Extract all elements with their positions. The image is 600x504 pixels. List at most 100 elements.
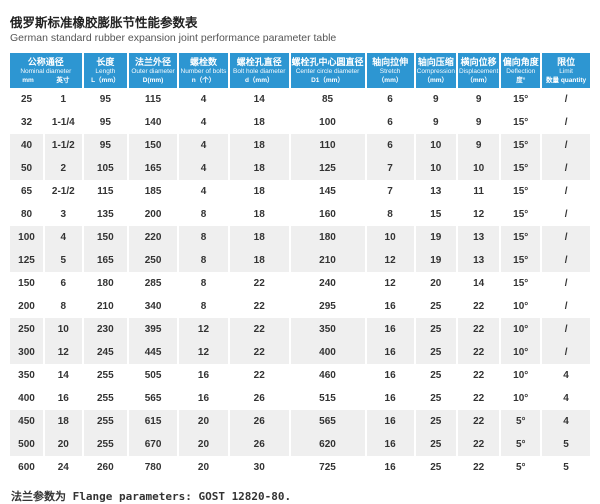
table-cell: 30 — [229, 456, 289, 479]
table-cell: 16 — [366, 433, 414, 456]
table-cell: 615 — [129, 410, 178, 433]
header-label: Bolt hole diameter — [233, 68, 286, 75]
table-row: 350 14 255 505 16 22 460 16 25 22 10° 4 — [10, 364, 590, 387]
table-cell: / — [542, 180, 590, 203]
table-cell: 22 — [457, 341, 500, 364]
table-cell: 110 — [290, 134, 365, 157]
table-cell: 22 — [457, 456, 500, 479]
table-row: 65 2-1/2 115 185 4 18 145 7 13 11 15° / — [10, 180, 590, 203]
table-cell: 20 — [179, 410, 228, 433]
table-cell: 12 — [45, 341, 82, 364]
table-cell: 220 — [129, 226, 178, 249]
table-cell: 18 — [229, 226, 289, 249]
table-cell: 16 — [45, 387, 82, 410]
header-column: 法兰外径 Outer diameter D(mm) — [129, 53, 178, 88]
table-cell: 2 — [45, 157, 82, 180]
table-cell: 150 — [10, 272, 44, 295]
header-nominal-diameter: 公称通径 Nominal diameter mm 英寸 — [10, 53, 82, 88]
table-cell: 210 — [290, 249, 365, 272]
table-cell: 12 — [179, 341, 228, 364]
table-cell: 95 — [83, 134, 128, 157]
table-cell: 210 — [83, 295, 128, 318]
table-cell: 135 — [83, 203, 128, 226]
page-title: 俄罗斯标准橡胶膨胀节性能参数表 — [10, 16, 198, 30]
table-cell: 600 — [10, 456, 44, 479]
table-cell: 16 — [366, 410, 414, 433]
table-header: 公称通径 Nominal diameter mm 英寸 长度 Length L（mm… — [10, 53, 590, 88]
header-label: Number of bolts — [180, 68, 227, 75]
table-cell: 3 — [45, 203, 82, 226]
table-cell: 780 — [129, 456, 178, 479]
table-cell: 16 — [366, 318, 414, 341]
table-cell: 9 — [457, 88, 500, 111]
table-cell: 19 — [415, 226, 456, 249]
header-en-label: Nominal diameter — [20, 68, 72, 75]
table-cell: 6 — [366, 88, 414, 111]
table-cell: 15° — [501, 226, 541, 249]
table-cell: 565 — [129, 387, 178, 410]
header-label: Outer diameter — [131, 68, 175, 75]
header-column: 横向位移 Displacement （mm） — [457, 53, 500, 88]
table-cell: 16 — [179, 364, 228, 387]
table-cell: 460 — [290, 364, 365, 387]
header-label: 偏向角度 — [502, 57, 539, 67]
table-cell: 200 — [129, 203, 178, 226]
header-label: Displacement — [458, 68, 499, 75]
table-cell: 8 — [45, 295, 82, 318]
table-cell: 26 — [229, 433, 289, 456]
table-cell: 125 — [10, 249, 44, 272]
table-cell: 22 — [457, 295, 500, 318]
table-cell: 10 — [415, 134, 456, 157]
table-cell: 255 — [83, 433, 128, 456]
table-row: 25 1 95 115 4 14 85 6 9 9 15° / — [10, 88, 590, 111]
table-cell: 165 — [129, 157, 178, 180]
table-row: 400 16 255 565 16 26 515 16 25 22 10° 4 — [10, 387, 590, 410]
table-cell: 150 — [83, 226, 128, 249]
header-label: 螺栓孔中心圆直径 — [291, 57, 364, 67]
table-row: 100 4 150 220 8 18 180 10 19 13 15° / — [10, 226, 590, 249]
header-label: Stretch — [379, 68, 401, 75]
table-cell: 5 — [542, 456, 590, 479]
table-cell: 1 — [45, 88, 82, 111]
header-label: 限位 — [557, 57, 576, 67]
header-label: Compression — [416, 68, 455, 75]
table-cell: 18 — [229, 157, 289, 180]
table-cell: 255 — [83, 387, 128, 410]
table-cell: 20 — [415, 272, 456, 295]
table-cell: 22 — [229, 364, 289, 387]
header-label: Limit — [559, 68, 573, 75]
table-cell: 8 — [366, 203, 414, 226]
table-cell: 5° — [501, 433, 541, 456]
table-cell: 25 — [415, 295, 456, 318]
header-label: Center circle diameter — [295, 68, 360, 75]
table-cell: 16 — [366, 387, 414, 410]
table-cell: 295 — [290, 295, 365, 318]
table-cell: 4 — [179, 180, 228, 203]
table-cell: 20 — [45, 433, 82, 456]
table-cell: / — [542, 203, 590, 226]
table-row: 500 20 255 670 20 26 620 16 25 22 5° 5 — [10, 433, 590, 456]
page-subtitle: German standard rubber expansion joint p… — [10, 32, 337, 44]
table-cell: / — [542, 226, 590, 249]
table-cell: 105 — [83, 157, 128, 180]
table-cell: 10 — [366, 226, 414, 249]
header-column: 轴向拉伸 Stretch （mm） — [366, 53, 414, 88]
table-cell: 18 — [45, 410, 82, 433]
table-cell: 500 — [10, 433, 44, 456]
table-cell: 12 — [179, 318, 228, 341]
table-cell: 140 — [129, 111, 178, 134]
table-cell: 240 — [290, 272, 365, 295]
table-cell: 15 — [415, 203, 456, 226]
table-cell: 12 — [366, 272, 414, 295]
table-cell: 230 — [83, 318, 128, 341]
table-cell: 115 — [83, 180, 128, 203]
table-cell: 10° — [501, 387, 541, 410]
table-cell: 6 — [366, 134, 414, 157]
table-cell: 9 — [457, 111, 500, 134]
table-cell: 10° — [501, 318, 541, 341]
table-cell: 14 — [457, 272, 500, 295]
table-cell: 7 — [366, 157, 414, 180]
header-label: Deflection — [506, 68, 536, 75]
header-label: D(mm) — [142, 77, 164, 84]
table-cell: 12 — [457, 203, 500, 226]
